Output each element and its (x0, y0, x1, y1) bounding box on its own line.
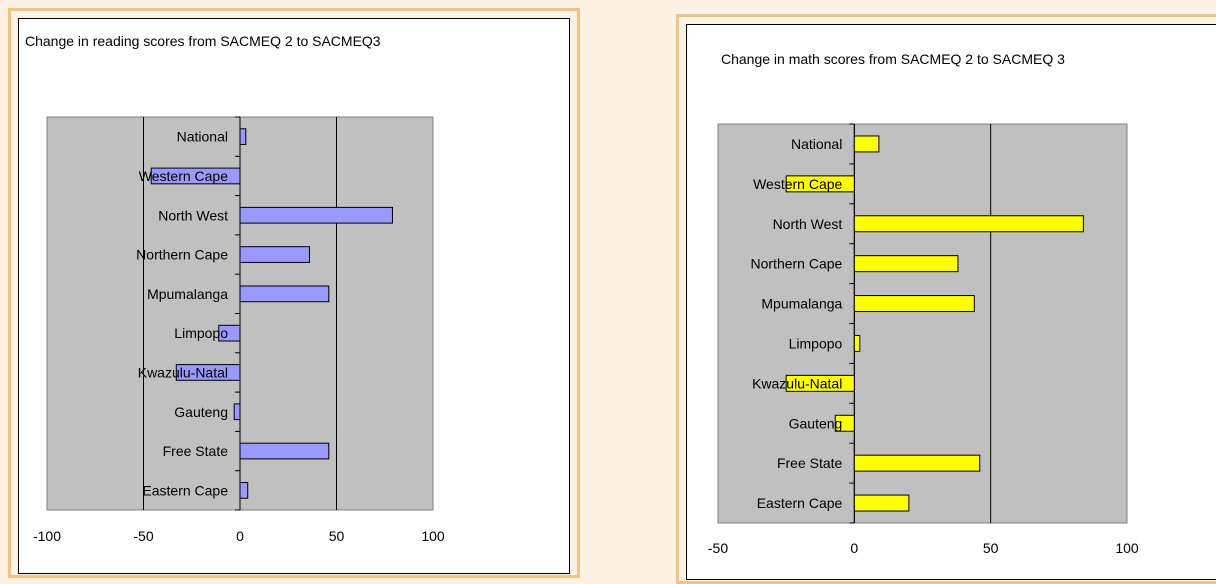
bar (834, 414, 855, 432)
bar (239, 206, 393, 224)
x-tick-label: 0 (236, 528, 244, 544)
bar (785, 175, 855, 193)
bar (239, 481, 249, 499)
reading-chart-panel: Change in reading scores from SACMEQ 2 t… (18, 18, 570, 574)
bar (853, 334, 861, 352)
category-label: Northern Cape (136, 247, 228, 263)
bar (785, 374, 855, 392)
category-label: Western Cape (753, 176, 842, 192)
category-label: Eastern Cape (142, 482, 228, 498)
x-tick-label: 0 (850, 540, 858, 556)
x-tick-label: 100 (1115, 540, 1139, 556)
x-tick-label: -50 (708, 540, 728, 556)
category-label: Limpopo (789, 335, 843, 351)
reading-chart: -100 -50 0 50 100 National Western Cape North W… (33, 116, 445, 544)
math-chart-title: Change in math scores from SACMEQ 2 to S… (721, 51, 1065, 67)
bar (853, 494, 910, 512)
bar (853, 454, 981, 472)
x-tick-label: 50 (983, 540, 999, 556)
category-label: Western Cape (139, 168, 228, 184)
bar (233, 403, 241, 421)
bar (853, 215, 1084, 233)
bar (150, 167, 241, 185)
category-label: Northern Cape (751, 256, 843, 272)
bar (239, 285, 330, 303)
x-tick-label: 50 (329, 528, 345, 544)
bar (239, 246, 310, 263)
category-label: Kwazulu-Natal (752, 375, 842, 391)
bar (853, 295, 975, 313)
category-label: Gauteng (174, 404, 228, 420)
bar (853, 135, 880, 153)
math-chart-panel: Change in math scores from SACMEQ 2 to S… (686, 24, 1216, 580)
category-label: Mpumalanga (147, 286, 228, 302)
x-tick-label: -100 (33, 528, 61, 544)
bar (239, 442, 330, 460)
category-label: Limpopo (174, 325, 228, 341)
category-label: Kwazulu-Natal (138, 364, 228, 380)
bar (239, 128, 247, 146)
bar (853, 255, 959, 273)
category-label: National (177, 129, 228, 145)
category-label: North West (158, 207, 228, 223)
x-tick-label: 100 (421, 528, 445, 544)
category-label: Free State (163, 443, 229, 459)
category-label: National (791, 136, 842, 152)
reading-chart-title: Change in reading scores from SACMEQ 2 t… (25, 33, 381, 49)
x-tick-label: -50 (133, 528, 153, 544)
bar (218, 324, 241, 342)
category-label: Gauteng (789, 415, 843, 431)
bar (175, 364, 241, 381)
math-chart: -50 0 50 100 National Western Cape North West N… (708, 123, 1139, 556)
category-label: Eastern Cape (757, 495, 843, 511)
category-label: Mpumalanga (761, 296, 842, 312)
category-label: North West (773, 216, 843, 232)
category-label: Free State (777, 455, 843, 471)
